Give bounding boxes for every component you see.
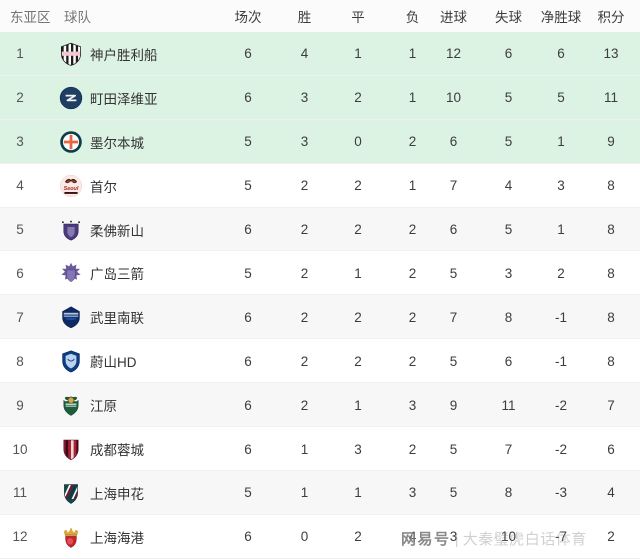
svg-text:Seoul: Seoul	[64, 186, 79, 192]
